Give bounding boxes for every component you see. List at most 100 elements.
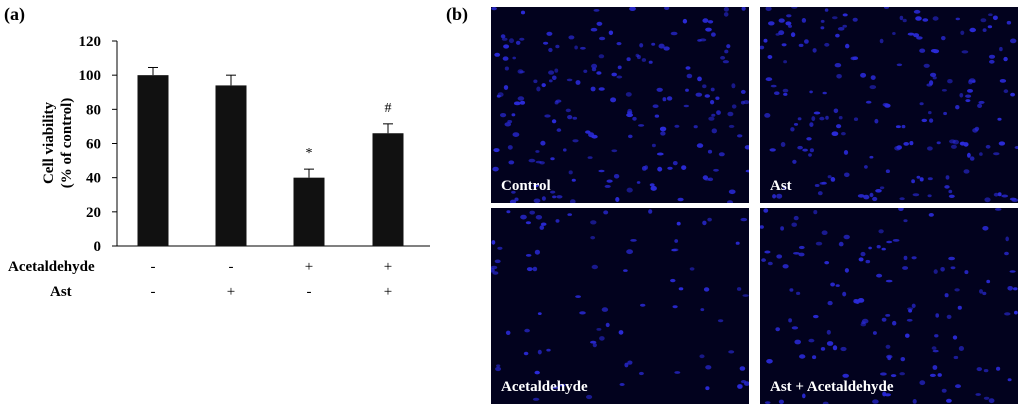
nucleus (817, 191, 823, 196)
nucleus (766, 359, 773, 364)
nucleus (947, 79, 953, 84)
nucleus (579, 311, 586, 315)
nucleus (943, 111, 947, 116)
nucleus (841, 132, 846, 136)
nucleus (588, 132, 595, 138)
nucleus (772, 194, 777, 199)
treatment-mark: - (151, 284, 156, 300)
nucleus (767, 55, 773, 59)
nucleus (535, 215, 543, 220)
nucleus (674, 239, 679, 243)
nucleus (902, 266, 909, 270)
nuclei-image (491, 209, 749, 401)
nucleus (861, 321, 866, 325)
nucleus (504, 122, 512, 127)
nucleus (760, 225, 764, 229)
nucleus (731, 104, 737, 109)
nucleus (567, 213, 572, 216)
nucleus (907, 32, 915, 36)
nucleus (673, 248, 679, 252)
nucleus (901, 124, 906, 129)
nucleus (664, 7, 670, 10)
nucleus (613, 174, 620, 179)
nucleus (869, 85, 877, 90)
nucleus (815, 241, 823, 246)
nucleus (834, 63, 842, 68)
treatment-mark: + (227, 284, 235, 300)
treatment-label: Acetaldehyde (8, 259, 95, 275)
nucleus (809, 122, 814, 127)
nucleus (965, 94, 972, 98)
nucleus (775, 327, 780, 332)
nucleus (885, 279, 893, 283)
nucleus (764, 401, 771, 404)
nucleus (832, 16, 838, 20)
nucleus (638, 124, 645, 127)
nucleus (767, 261, 773, 266)
nucleus (798, 245, 805, 250)
nucleus (540, 140, 546, 146)
nucleus (948, 189, 953, 194)
nucleus (658, 43, 665, 49)
nucleus (689, 267, 695, 271)
nucleus (548, 79, 553, 83)
nucleus (840, 346, 847, 352)
nucleus (532, 266, 538, 272)
nucleus (534, 370, 540, 375)
nucleus (882, 391, 887, 397)
nucleus (677, 197, 684, 202)
nucleus (813, 314, 819, 319)
nucleus (858, 257, 864, 262)
nucleus (892, 239, 900, 242)
nucleus (822, 401, 829, 404)
nucleus (615, 197, 620, 202)
nucleus (514, 197, 519, 202)
nucleus (789, 288, 794, 292)
nucleus (964, 270, 969, 275)
nucleus (822, 91, 827, 95)
nucleus (511, 190, 516, 194)
nucleus (880, 372, 887, 376)
nucleus (1001, 194, 1009, 198)
nucleus (896, 145, 902, 150)
nucleus (497, 92, 504, 97)
nucleus (670, 31, 678, 36)
nucleus (876, 245, 881, 249)
nucleus (763, 208, 769, 213)
nucleus (599, 36, 606, 41)
nucleus (703, 287, 710, 292)
nucleus (826, 341, 834, 346)
nucleus (555, 44, 560, 49)
nucleus (641, 166, 647, 171)
nucleus (992, 15, 998, 21)
nucleus (927, 146, 933, 151)
nucleus (790, 32, 796, 38)
nucleus (842, 13, 848, 17)
nucleus (639, 43, 644, 48)
nucleus (782, 264, 789, 269)
nucleus (566, 78, 573, 82)
nucleus (783, 92, 788, 96)
nucleus (626, 249, 633, 255)
nucleus (806, 137, 812, 141)
nucleus (619, 383, 625, 386)
nucleus (593, 9, 600, 12)
y-tick-label: 80 (86, 102, 101, 118)
nucleus (1004, 312, 1011, 316)
nucleus (931, 346, 937, 350)
nucleus (591, 63, 598, 69)
nucleus (515, 40, 521, 45)
nucleus (863, 194, 870, 200)
treatment-mark: + (384, 259, 392, 275)
nucleus (550, 157, 555, 161)
nucleus (983, 369, 989, 373)
nucleus (812, 48, 817, 53)
nucleus (493, 148, 500, 153)
nucleus (808, 153, 812, 157)
nucleus (919, 380, 926, 386)
nucleus (606, 179, 613, 183)
nucleus (852, 56, 859, 60)
nucleus (860, 72, 867, 78)
nucleus (831, 131, 839, 136)
nucleus (842, 291, 847, 297)
